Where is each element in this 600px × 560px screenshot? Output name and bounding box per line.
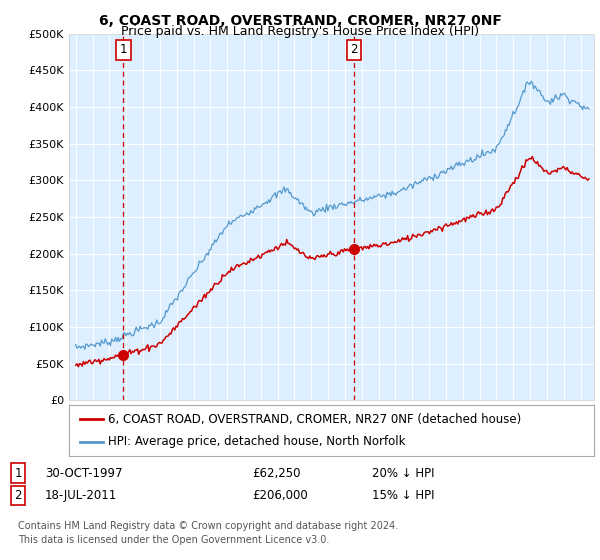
Text: 2: 2 xyxy=(350,43,358,56)
Text: £62,250: £62,250 xyxy=(252,466,301,480)
Text: HPI: Average price, detached house, North Norfolk: HPI: Average price, detached house, Nort… xyxy=(109,436,406,449)
Text: 6, COAST ROAD, OVERSTRAND, CROMER, NR27 0NF: 6, COAST ROAD, OVERSTRAND, CROMER, NR27 … xyxy=(98,14,502,28)
Text: Contains HM Land Registry data © Crown copyright and database right 2024.
This d: Contains HM Land Registry data © Crown c… xyxy=(18,521,398,545)
Text: 1: 1 xyxy=(14,466,22,480)
Text: 6, COAST ROAD, OVERSTRAND, CROMER, NR27 0NF (detached house): 6, COAST ROAD, OVERSTRAND, CROMER, NR27 … xyxy=(109,413,521,426)
Text: 30-OCT-1997: 30-OCT-1997 xyxy=(45,466,122,480)
Text: 18-JUL-2011: 18-JUL-2011 xyxy=(45,489,117,502)
Text: 1: 1 xyxy=(119,43,127,56)
Text: 20% ↓ HPI: 20% ↓ HPI xyxy=(372,466,434,480)
Text: 15% ↓ HPI: 15% ↓ HPI xyxy=(372,489,434,502)
Text: Price paid vs. HM Land Registry's House Price Index (HPI): Price paid vs. HM Land Registry's House … xyxy=(121,25,479,38)
Text: £206,000: £206,000 xyxy=(252,489,308,502)
Text: 2: 2 xyxy=(14,489,22,502)
